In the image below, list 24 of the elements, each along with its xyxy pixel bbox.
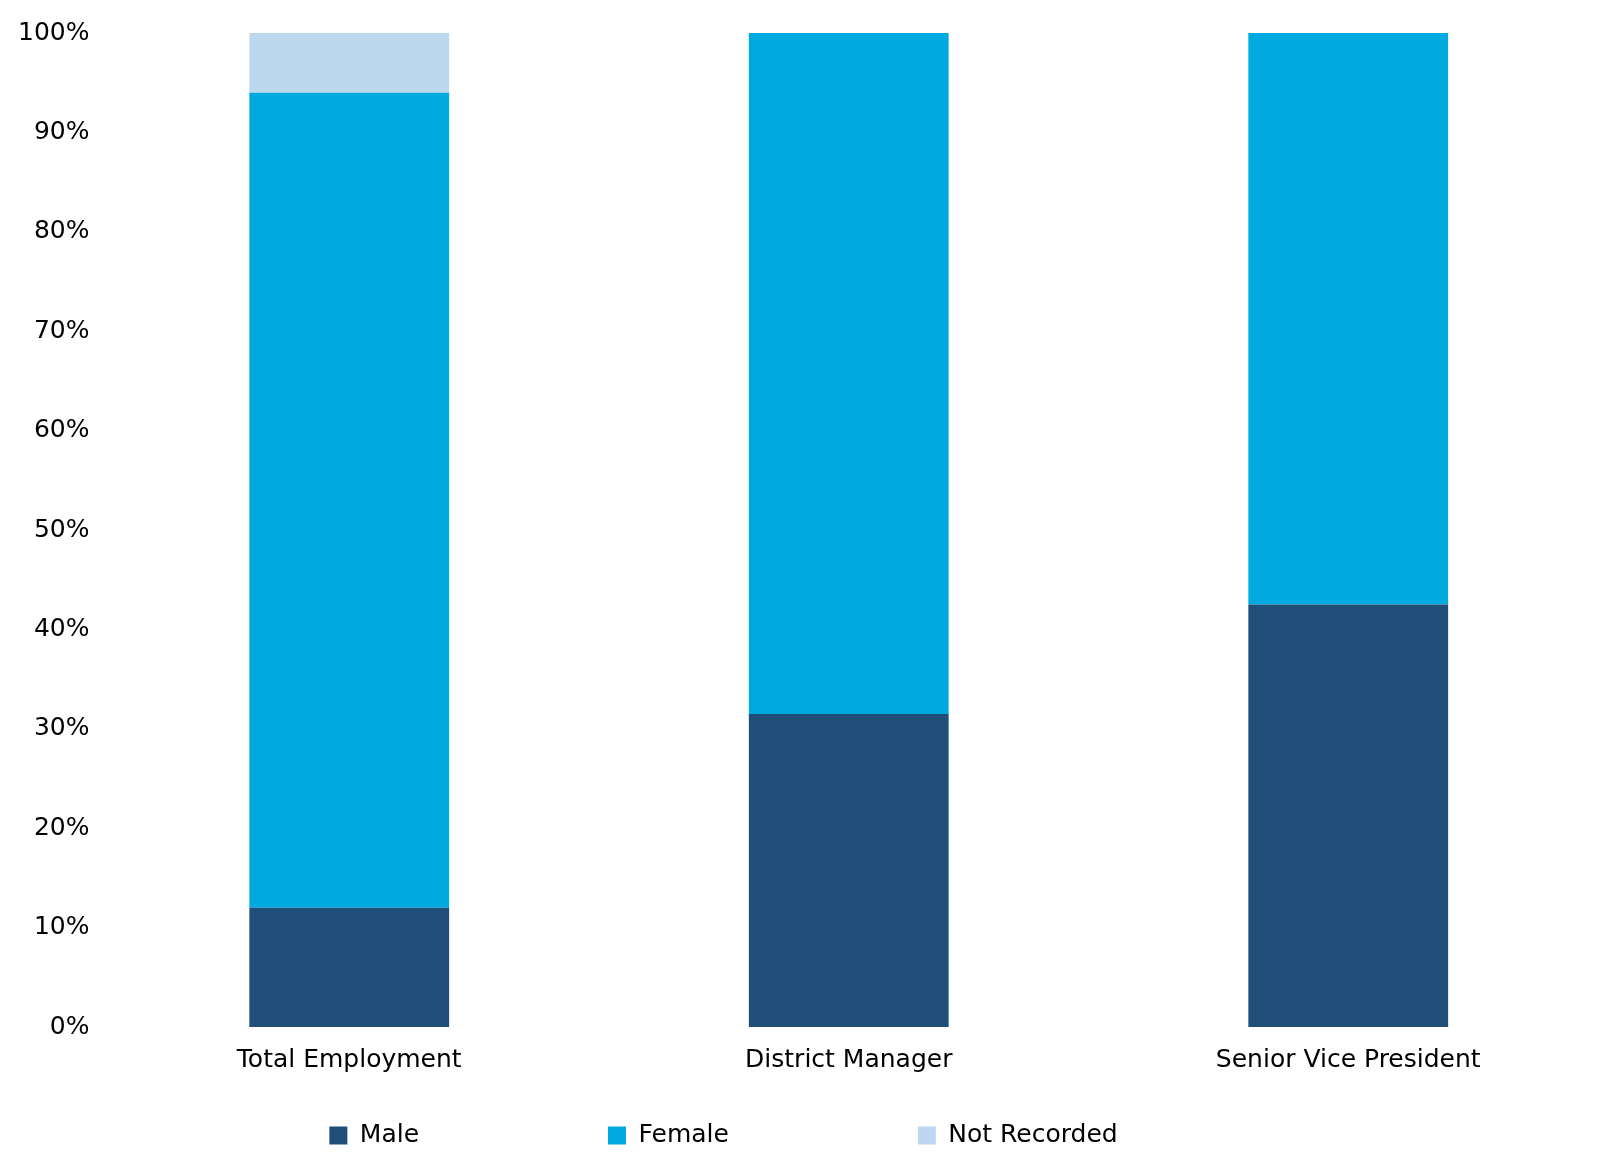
y-tick-label: 30% (33, 712, 90, 742)
y-tick-label: 50% (33, 513, 90, 543)
bar (249, 92, 450, 908)
legend-label: Not Recorded (948, 1119, 1277, 1148)
y-tick-label: 100% (17, 16, 90, 46)
legend-label: Female (638, 1119, 888, 1148)
y-tick-label: 80% (33, 215, 90, 245)
bar (1248, 604, 1449, 1027)
y-tick-label: 20% (33, 811, 90, 841)
bar (249, 907, 450, 1027)
bar (748, 33, 949, 714)
bar (249, 33, 450, 93)
bar (1248, 33, 1449, 605)
y-tick-label: 70% (33, 314, 90, 344)
x-tick-label: Senior Vice President (1215, 1043, 1481, 1073)
x-tick-label: District Manager (745, 1043, 954, 1073)
legend-label: Male (359, 1119, 579, 1148)
bar (748, 713, 949, 1027)
y-tick-label: 90% (33, 115, 90, 145)
y-tick-label: 0% (49, 1010, 90, 1040)
x-tick-label: Total Employment (235, 1043, 462, 1073)
y-tick-label: 60% (33, 414, 90, 444)
y-tick-label: 40% (33, 612, 90, 642)
y-tick-label: 10% (33, 911, 90, 941)
